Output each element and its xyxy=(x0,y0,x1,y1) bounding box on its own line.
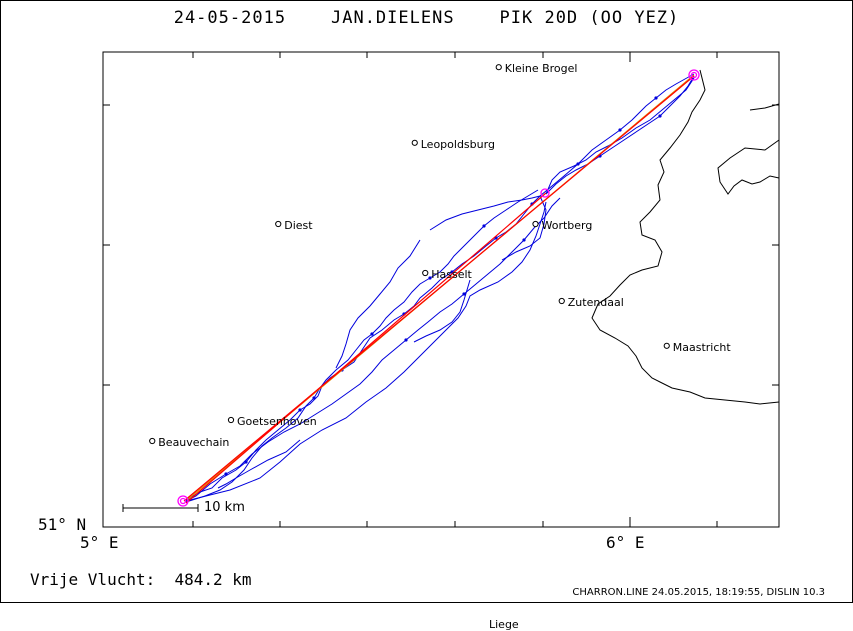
town-marker xyxy=(275,220,282,228)
town-label: Liege xyxy=(489,618,519,631)
task-line-red-leg xyxy=(185,192,547,504)
scale-bar-label: 10 km xyxy=(204,500,245,515)
track-fix xyxy=(482,224,486,228)
turnpoint-north xyxy=(688,69,700,81)
scale-bar xyxy=(122,504,199,512)
town-label: Zutendaal xyxy=(567,296,624,309)
track-segment xyxy=(413,279,471,343)
track-segment xyxy=(217,439,301,489)
free-flight-distance: Vrije Vlucht: 484.2 km xyxy=(30,570,252,589)
task-line-red xyxy=(183,75,695,502)
town-marker xyxy=(495,64,502,71)
town-label: Hasselt xyxy=(431,268,472,281)
track-segment xyxy=(185,73,695,501)
track-fix xyxy=(312,396,316,400)
town-marker xyxy=(227,416,235,424)
town-label: Beauvechain xyxy=(158,436,230,449)
axis-ticks xyxy=(103,52,779,527)
longitude-label-6e: 6° E xyxy=(606,533,645,552)
town-label: Kleine Brogel xyxy=(504,62,578,76)
turnpoint-start-inner xyxy=(179,497,187,505)
town-marker xyxy=(411,139,418,146)
track-segment xyxy=(429,195,541,231)
turnpoint-wortberg xyxy=(540,188,550,198)
flight-title: 24-05-2015 JAN.DIELENS PIK 20D (OO YEZ) xyxy=(173,8,680,28)
map-canvas xyxy=(102,51,780,528)
footer-info: CHARRON.LINE 24.05.2015, 18:19:55, DISLI… xyxy=(572,587,825,598)
track-fix xyxy=(244,460,248,464)
town-marker xyxy=(532,220,539,228)
track-fix xyxy=(370,332,374,336)
longitude-label-5e: 5° E xyxy=(80,533,119,552)
track-fix xyxy=(404,338,408,342)
town-label: Wortberg xyxy=(541,219,593,232)
town-marker xyxy=(422,269,429,277)
town-marker xyxy=(558,297,565,305)
town-label: Goetsenhoven xyxy=(237,415,317,428)
town-label: Leopoldsburg xyxy=(420,137,495,151)
turnpoint-markers xyxy=(177,69,700,507)
turnpoint-start xyxy=(177,495,189,507)
track-fix xyxy=(576,162,580,166)
town-marker xyxy=(149,437,156,445)
town-label: Diest xyxy=(284,219,313,232)
track-fix xyxy=(654,96,658,100)
turnpoint-north-inner xyxy=(690,71,698,79)
town-label: Maastricht xyxy=(672,340,731,354)
plot-border xyxy=(102,51,780,528)
latitude-label: 51° N xyxy=(38,515,87,534)
track-segment xyxy=(185,197,561,502)
track-fix xyxy=(658,114,662,118)
track-fix xyxy=(224,472,228,476)
country-border xyxy=(591,69,780,405)
track-segment xyxy=(501,195,547,261)
track-fix xyxy=(462,292,466,296)
track-fix xyxy=(522,238,526,242)
track-segment xyxy=(189,201,547,501)
town-markers xyxy=(149,64,670,445)
track-fix xyxy=(298,408,302,412)
track-segment xyxy=(545,77,695,195)
track-fix xyxy=(618,128,622,132)
flight-track xyxy=(185,73,695,503)
track-segment xyxy=(545,75,695,195)
track-fix xyxy=(428,276,432,280)
track-segment xyxy=(335,239,421,369)
town-marker xyxy=(663,342,670,349)
